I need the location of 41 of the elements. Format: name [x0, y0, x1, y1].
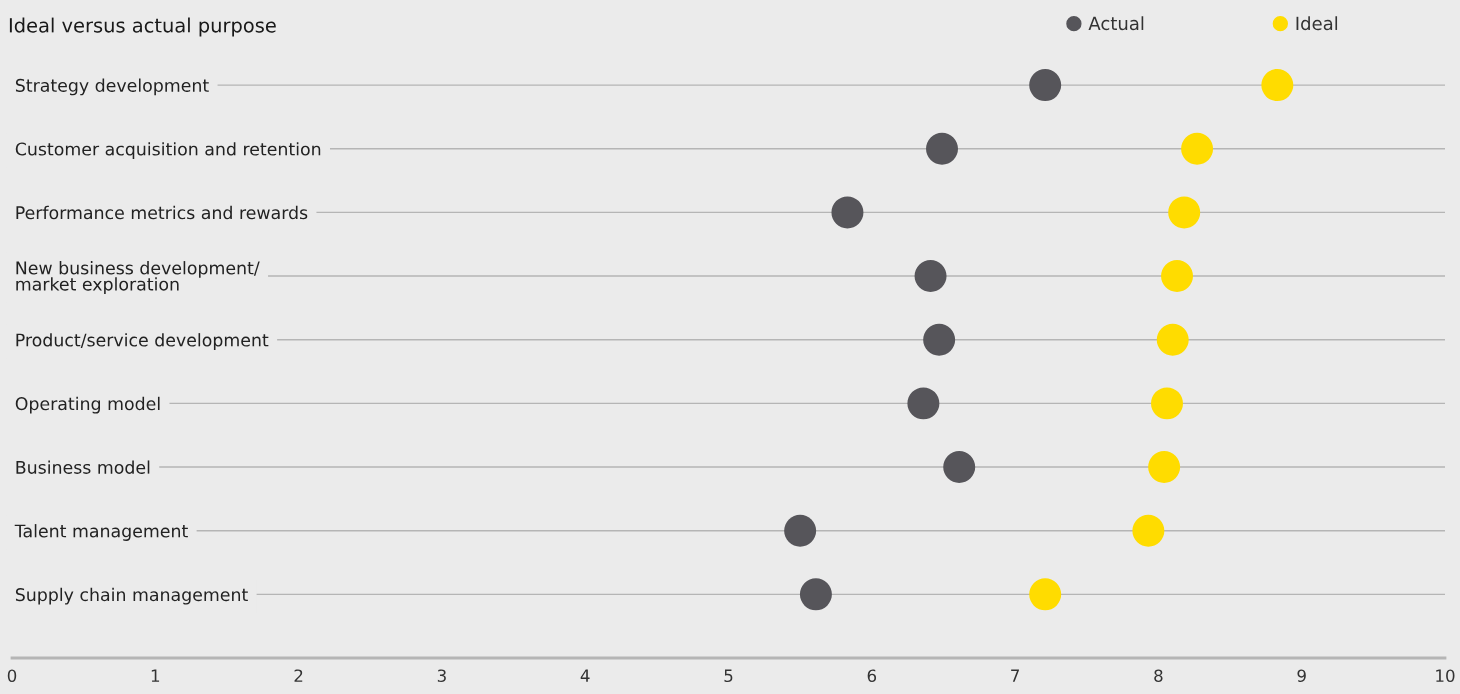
y-tick-label: Talent management — [14, 524, 188, 541]
chart-title: Ideal versus actual purpose — [9, 17, 276, 37]
y-tick-label: Customer acquisition and retention — [15, 142, 321, 159]
point — [831, 196, 864, 229]
y-tick-label: New business development/ market exploration — [16, 261, 260, 295]
point — [1181, 132, 1214, 165]
y-tick-label: Strategy development — [15, 78, 209, 96]
y-tick-label: Operating model — [15, 396, 160, 414]
x-tick-label: 8 — [1154, 669, 1163, 683]
point — [926, 132, 958, 165]
legend-label: Actual — [1088, 16, 1144, 31]
x-tick-label: 1 — [151, 669, 160, 682]
point — [799, 578, 832, 611]
x-tick-label: 4 — [580, 669, 590, 682]
x-tick-label: 0 — [7, 669, 17, 683]
point — [1132, 514, 1165, 547]
point — [1168, 196, 1201, 229]
point — [1161, 260, 1194, 293]
point — [914, 260, 947, 293]
legend-label: Ideal — [1296, 16, 1338, 31]
point — [907, 387, 940, 420]
x-tick-label: 10 — [1436, 669, 1455, 683]
point — [1029, 69, 1062, 102]
point — [1029, 578, 1062, 611]
y-tick-label: Performance metrics and rewards — [16, 205, 308, 220]
x-tick-label: 3 — [437, 669, 446, 683]
y-tick-label: Product/service development — [16, 333, 269, 350]
x-tick-label: 5 — [724, 669, 733, 683]
point — [1148, 451, 1181, 484]
point — [943, 451, 976, 484]
point — [1151, 387, 1183, 420]
x-tick-label: 2 — [294, 669, 303, 682]
x-tick-label: 7 — [1011, 669, 1019, 682]
point — [784, 514, 817, 547]
y-tick-label: Supply chain management — [15, 587, 248, 605]
point — [1156, 323, 1189, 356]
x-tick-label: 9 — [1297, 669, 1306, 683]
point — [1261, 69, 1294, 102]
y-tick-label: Business model — [16, 460, 150, 474]
x-tick-label: 6 — [867, 669, 877, 683]
point — [923, 323, 956, 356]
